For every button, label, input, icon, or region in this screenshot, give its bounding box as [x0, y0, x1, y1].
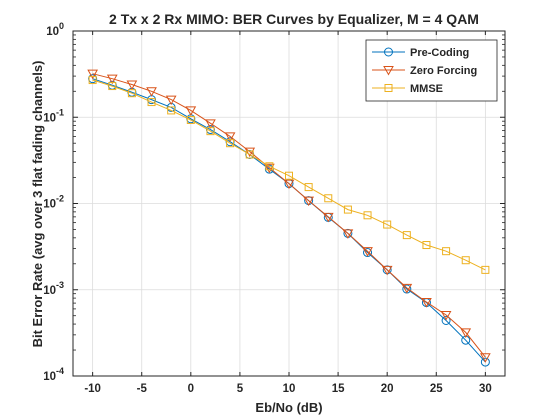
- x-tick-label: 15: [332, 383, 345, 395]
- data-point-mmse: [186, 115, 195, 124]
- y-tick-label: 10-1: [43, 107, 64, 124]
- data-point-mmse: [285, 171, 293, 180]
- x-tick-label: 10: [283, 383, 296, 395]
- data-point-mmse: [226, 139, 235, 148]
- legend-swatch-marker: [384, 47, 393, 57]
- x-axis-label: Eb/No (dB): [255, 400, 322, 415]
- series-zero-forcing: [87, 69, 491, 363]
- y-tick-base: 10: [43, 112, 56, 124]
- data-point-mmse: [324, 194, 333, 203]
- data-point-zero-forcing: [342, 229, 354, 239]
- data-point-zero-forcing: [224, 132, 236, 142]
- data-point-mmse: [461, 256, 470, 265]
- y-tick-label: 10-2: [43, 194, 64, 211]
- legend-label: Pre-Coding: [410, 47, 469, 59]
- legend-item-pre-coding: Pre-Coding: [372, 47, 469, 59]
- data-point-mmse: [127, 89, 136, 98]
- series-line-mmse: [92, 79, 486, 271]
- data-point-zero-forcing: [244, 147, 256, 158]
- legend: Pre-Coding Zero Forcing MMSE: [365, 39, 498, 102]
- legend-label: Zero Forcing: [410, 65, 477, 77]
- data-point-zero-forcing: [185, 106, 197, 116]
- data-point-zero-forcing: [126, 80, 138, 90]
- data-point-zero-forcing: [146, 87, 157, 97]
- y-tick-exponent: -4: [56, 366, 64, 376]
- data-point-zero-forcing: [362, 247, 373, 257]
- grid: [73, 30, 505, 377]
- legend-item-mmse: MMSE: [372, 83, 443, 95]
- y-tick-exponent: -1: [56, 107, 64, 117]
- y-tick-exponent: -2: [56, 194, 64, 204]
- y-axis-label: Bit Error Rate (avg over 3 flat fading c…: [30, 61, 45, 348]
- data-point-mmse: [481, 265, 490, 274]
- series-mmse: [88, 76, 490, 274]
- y-tick-base: 10: [43, 199, 56, 211]
- legend-swatch-marker: [384, 84, 393, 92]
- data-point-mmse: [422, 241, 431, 250]
- y-tick-exponent: -3: [56, 280, 64, 290]
- data-point-pre-coding: [441, 316, 451, 326]
- x-tick-label: 0: [188, 383, 194, 395]
- data-point-mmse: [108, 82, 117, 91]
- data-point-zero-forcing: [87, 69, 98, 80]
- x-tick-label: 5: [237, 383, 244, 395]
- data-point-mmse: [402, 231, 411, 240]
- data-point-mmse: [383, 220, 392, 229]
- y-tick-exponent: 0: [59, 21, 64, 31]
- axis-ticks: [73, 30, 505, 377]
- data-point-zero-forcing: [381, 265, 393, 276]
- y-tick-base: 10: [46, 26, 59, 38]
- data-point-mmse: [304, 183, 313, 192]
- data-point-mmse: [363, 211, 372, 220]
- data-point-zero-forcing: [205, 119, 216, 129]
- data-point-mmse: [265, 162, 274, 171]
- data-point-zero-forcing: [401, 283, 413, 294]
- data-point-zero-forcing: [460, 328, 472, 338]
- x-tick-labels: -10 -5 0 5 10 15 20 25 30: [84, 383, 491, 395]
- data-point-zero-forcing: [480, 353, 491, 363]
- x-tick-label: -5: [137, 383, 148, 395]
- data-point-mmse: [147, 98, 156, 107]
- data-point-mmse: [245, 150, 254, 159]
- legend-label: MMSE: [410, 83, 443, 95]
- y-tick-base: 10: [43, 371, 56, 383]
- data-point-pre-coding: [480, 357, 490, 367]
- x-tick-label: -10: [84, 383, 101, 395]
- data-point-zero-forcing: [322, 212, 334, 223]
- data-point-zero-forcing: [303, 196, 314, 207]
- x-tick-label: 30: [479, 383, 492, 395]
- data-point-zero-forcing: [264, 163, 275, 174]
- series-line-zero-forcing: [92, 73, 486, 358]
- data-point-mmse: [343, 205, 352, 214]
- data-point-zero-forcing: [165, 95, 177, 106]
- data-point-zero-forcing: [283, 179, 295, 190]
- data-point-zero-forcing: [106, 74, 118, 85]
- legend-swatch-marker: [383, 66, 394, 76]
- y-tick-label: 100: [46, 21, 64, 38]
- data-point-mmse: [167, 106, 176, 115]
- y-tick-label: 10-3: [43, 280, 64, 297]
- data-point-mmse: [442, 247, 451, 256]
- data-point-mmse: [88, 76, 97, 85]
- data-point-mmse: [206, 127, 215, 136]
- data-point-zero-forcing: [440, 310, 452, 321]
- series-lines: [87, 69, 491, 367]
- x-tick-label: 20: [381, 383, 394, 395]
- y-tick-base: 10: [43, 285, 56, 297]
- chart-title: 2 Tx x 2 Rx MIMO: BER Curves by Equalize…: [109, 11, 479, 27]
- x-tick-label: 25: [430, 383, 443, 395]
- legend-item-zero-forcing: Zero Forcing: [372, 65, 477, 77]
- y-tick-label: 10-4: [43, 366, 64, 383]
- data-point-zero-forcing: [421, 298, 432, 308]
